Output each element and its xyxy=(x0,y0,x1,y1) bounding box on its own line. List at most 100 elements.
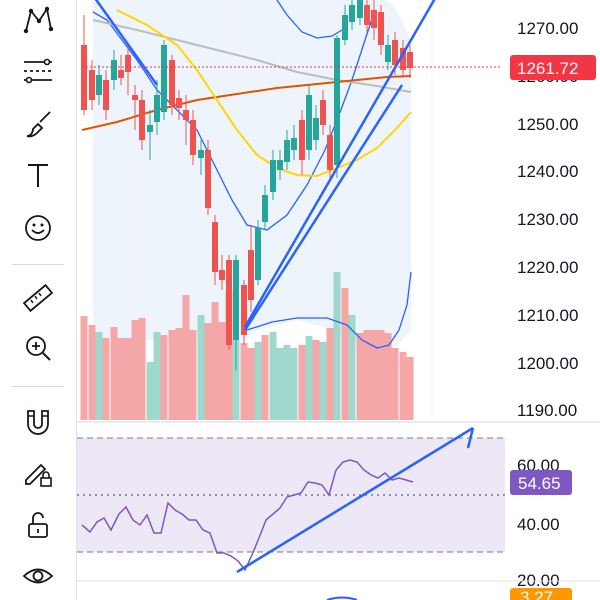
volume-bar xyxy=(95,332,103,420)
volume-bar xyxy=(261,335,269,420)
trendline-upper[interactable] xyxy=(243,0,437,328)
candle-body xyxy=(212,222,218,272)
candle-body xyxy=(313,118,319,140)
rsi-trendline-extension xyxy=(466,427,475,449)
current-price-label: 1261.72 xyxy=(517,59,578,78)
candle-body xyxy=(262,195,268,222)
bollinger-lower-line xyxy=(246,271,412,349)
chart-area[interactable]: 1270.00 1260.00 1250.00 1240.00 1230.00 … xyxy=(77,0,600,600)
candle-body xyxy=(334,38,340,165)
ruler-icon xyxy=(22,283,54,313)
ruler-tool[interactable] xyxy=(14,278,62,318)
unlock-icon xyxy=(28,512,48,538)
candle-body xyxy=(111,60,117,80)
magnet-tool[interactable] xyxy=(14,402,62,442)
candle-body xyxy=(226,260,232,345)
volume-bar xyxy=(399,352,407,420)
candle-body xyxy=(169,60,175,105)
price-tick: 1210.00 xyxy=(517,306,578,325)
rsi-band xyxy=(77,438,505,552)
volume-bar xyxy=(356,333,364,420)
ma-grey-line xyxy=(92,19,412,93)
volume-bar xyxy=(377,330,385,420)
volume-bar xyxy=(240,343,248,420)
volume-bar xyxy=(254,342,262,420)
volume-bar xyxy=(146,362,154,420)
candle-body xyxy=(81,45,87,110)
candle-body xyxy=(161,45,167,112)
rsi-trendline[interactable] xyxy=(236,426,474,574)
pattern-icon xyxy=(23,6,54,34)
volume-bar xyxy=(232,340,240,420)
price-tick: 1200.00 xyxy=(517,354,578,373)
macd-line xyxy=(326,596,358,600)
eye-icon xyxy=(22,568,54,584)
candle-body xyxy=(270,160,276,192)
rsi-line xyxy=(81,459,414,572)
trendline-left[interactable] xyxy=(82,0,159,86)
unlock-tool[interactable] xyxy=(14,505,62,545)
trendline-lower[interactable] xyxy=(243,84,404,331)
candle-body xyxy=(103,80,109,110)
volume-bar xyxy=(197,315,205,420)
volume-bar xyxy=(247,348,255,420)
volume-bar xyxy=(88,325,96,420)
volume-bar xyxy=(189,330,197,420)
volume-bar xyxy=(168,330,176,420)
emoji-tool[interactable] xyxy=(14,208,62,248)
current-price-label-bg xyxy=(510,55,596,80)
candle-body xyxy=(248,250,254,300)
volume-bars xyxy=(80,272,414,420)
volume-bar xyxy=(384,333,392,420)
candle-body xyxy=(400,48,406,70)
price-scale[interactable]: 1270.00 1260.00 1250.00 1240.00 1230.00 … xyxy=(517,19,578,420)
candle-body xyxy=(89,70,95,100)
volume-bar xyxy=(290,348,298,420)
candle-body xyxy=(385,45,391,62)
lock-drawing-tool[interactable] xyxy=(14,453,62,493)
candle-body xyxy=(255,228,261,280)
volume-bar xyxy=(153,332,161,420)
candle-body xyxy=(371,10,377,28)
brush-tool[interactable] xyxy=(14,105,62,145)
rsi-value-label-bg xyxy=(510,470,572,495)
hide-tool[interactable] xyxy=(14,556,62,596)
candle-body xyxy=(407,52,413,68)
volume-bar xyxy=(326,328,334,420)
text-icon xyxy=(28,164,48,187)
toolbar-divider xyxy=(12,264,64,265)
candle-body xyxy=(132,95,138,100)
candle-body xyxy=(284,140,290,162)
candle-body xyxy=(219,270,225,280)
price-tick: 1220.00 xyxy=(517,258,578,277)
candle-body xyxy=(277,160,283,170)
volume-bar xyxy=(110,327,118,420)
price-tick: 1190.00 xyxy=(517,401,577,420)
candle-body xyxy=(342,15,348,40)
bollinger-upper-line xyxy=(92,9,376,231)
text-tool[interactable] xyxy=(14,155,62,195)
drawing-toolbar xyxy=(0,0,77,600)
volume-bar xyxy=(333,272,341,420)
macd-value-label-bg xyxy=(510,588,572,600)
candle-body xyxy=(233,260,239,340)
trend-pattern-tool[interactable] xyxy=(14,0,62,40)
candle-body xyxy=(392,40,398,65)
volume-bar xyxy=(269,332,277,420)
fib-icon xyxy=(24,58,52,84)
volume-bar xyxy=(391,348,399,420)
volume-bar xyxy=(182,295,190,420)
volume-bar xyxy=(363,330,371,420)
candle-body xyxy=(241,285,247,335)
bollinger-upper-right xyxy=(276,0,343,39)
volume-bar xyxy=(225,290,233,420)
candle-body xyxy=(190,120,196,155)
fib-tool[interactable] xyxy=(14,51,62,91)
zoom-tool[interactable] xyxy=(14,328,62,368)
volume-bar xyxy=(102,338,110,420)
candle-body xyxy=(96,75,102,95)
volume-bar xyxy=(312,340,320,420)
candle-body xyxy=(364,5,370,25)
volume-bar xyxy=(117,338,125,420)
volume-bar xyxy=(204,323,212,420)
